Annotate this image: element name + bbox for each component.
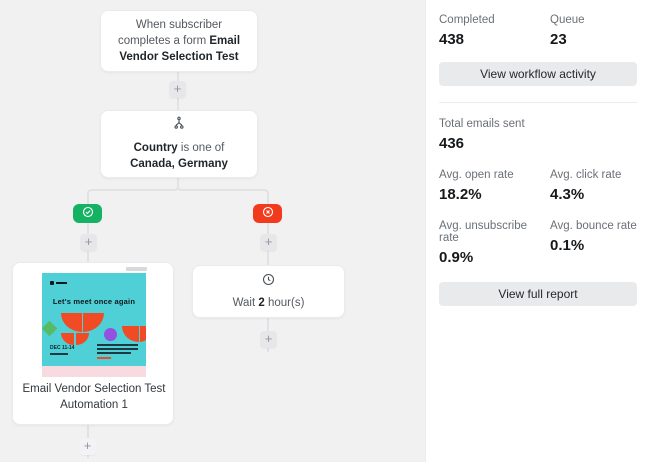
bounce-rate-label: Avg. bounce rate [550, 220, 637, 232]
stats-panel: Completed 438 Queue 23 View workflow act… [425, 0, 650, 462]
workflow-canvas[interactable]: When subscriber completes a form Email V… [0, 0, 425, 462]
check-circle-icon [82, 205, 94, 223]
total-emails-value: 436 [439, 135, 465, 152]
email-headline: Let's meet once again [52, 297, 136, 306]
decor-fan-shape [76, 333, 89, 345]
clock-icon [262, 273, 275, 291]
view-full-report-button[interactable]: View full report [439, 282, 637, 306]
completed-value: 438 [439, 31, 465, 48]
add-step-button[interactable]: + [169, 81, 186, 98]
completed-stat: Completed 438 [439, 14, 550, 48]
email-paragraph-bar [97, 348, 138, 350]
click-rate-label: Avg. click rate [550, 169, 622, 181]
email-status-tag [126, 267, 147, 271]
panel-divider [439, 102, 637, 103]
wait-node[interactable]: Wait 2 hour(s) [192, 265, 345, 318]
x-circle-icon [262, 205, 274, 223]
brand-logo-icon [50, 281, 54, 285]
click-rate-value: 4.3% [550, 186, 585, 203]
add-step-button[interactable]: + [79, 438, 96, 455]
wait-node-text: Wait 2 hour(s) [232, 296, 305, 309]
open-rate-value: 18.2% [439, 186, 482, 203]
unsubscribe-rate-value: 0.9% [439, 249, 474, 266]
decor-fan-shape [61, 313, 82, 332]
email-thumbnail: Let's meet once again DEC 11-14 [42, 273, 146, 379]
email-paragraph-bar [97, 344, 138, 346]
total-emails-stat: Total emails sent 436 [439, 118, 637, 152]
open-rate-stat: Avg. open rate 18.2% [439, 169, 550, 203]
email-node-name: Email Vendor Selection Test Automation 1 [22, 383, 166, 411]
branch-yes-badge[interactable] [73, 204, 102, 223]
brand-logo-text [56, 282, 67, 284]
condition-node[interactable]: Country is one of Canada, Germany [100, 110, 258, 178]
total-emails-label: Total emails sent [439, 118, 525, 130]
add-step-button[interactable]: + [80, 234, 97, 251]
condition-node-text: Country is one of Canada, Germany [130, 142, 228, 170]
queue-stat: Queue 23 [550, 14, 637, 48]
add-step-button[interactable]: + [260, 234, 277, 251]
email-subtext-bar [50, 353, 68, 355]
decor-fan-shape [61, 333, 74, 345]
bounce-rate-value: 0.1% [550, 237, 585, 254]
decor-diamond-shape [42, 320, 58, 337]
email-date-text: DEC 11-14 [50, 345, 75, 351]
add-step-button[interactable]: + [260, 331, 277, 348]
email-link-bar [97, 357, 111, 359]
trigger-node[interactable]: When subscriber completes a form Email V… [100, 10, 258, 72]
decor-circle-shape [104, 328, 117, 341]
email-hero-section: Let's meet once again DEC 11-14 [42, 273, 146, 366]
unsubscribe-rate-label: Avg. unsubscribe rate [439, 220, 528, 244]
email-node[interactable]: Let's meet once again DEC 11-14 [12, 262, 174, 425]
queue-label: Queue [550, 14, 585, 26]
completed-label: Completed [439, 14, 495, 26]
open-rate-label: Avg. open rate [439, 169, 514, 181]
view-workflow-activity-button[interactable]: View workflow activity [439, 62, 637, 86]
email-footer-band [42, 366, 146, 377]
decor-fan-shape [140, 326, 146, 342]
branch-no-badge[interactable] [253, 204, 282, 223]
decor-fan-shape [122, 326, 139, 342]
unsubscribe-rate-stat: Avg. unsubscribe rate 0.9% [439, 220, 550, 266]
decor-fan-shape [83, 313, 104, 332]
trigger-node-text: When subscriber completes a form Email V… [117, 19, 241, 63]
queue-value: 23 [550, 31, 567, 48]
click-rate-stat: Avg. click rate 4.3% [550, 169, 637, 203]
bounce-rate-stat: Avg. bounce rate 0.1% [550, 220, 637, 266]
email-paragraph-bar [97, 352, 131, 354]
branch-split-icon [172, 116, 186, 135]
